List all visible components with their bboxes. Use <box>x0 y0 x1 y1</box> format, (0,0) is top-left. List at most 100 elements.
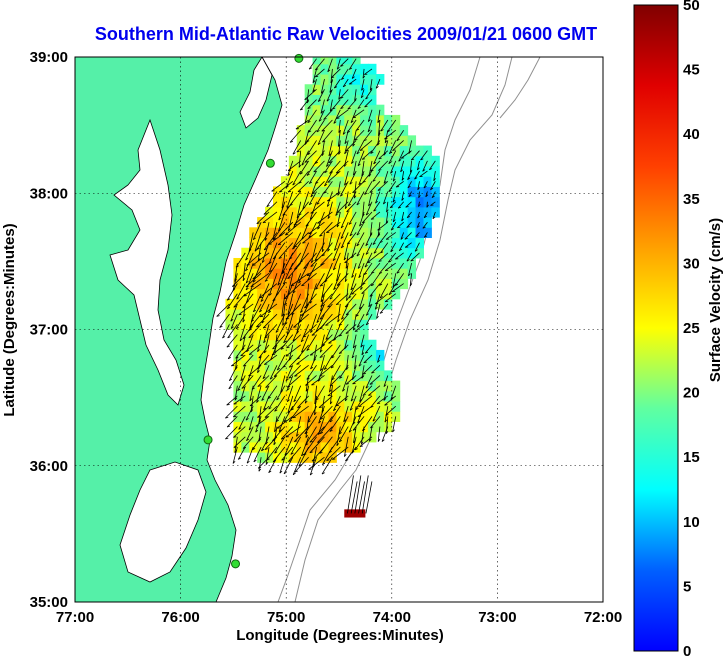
velocity-cell <box>375 206 385 218</box>
velocity-vector <box>409 273 412 286</box>
velocity-vector-head <box>321 295 325 298</box>
velocity-vector <box>308 170 317 184</box>
velocity-vector-head <box>234 450 238 453</box>
velocity-vector-head <box>281 271 285 274</box>
velocity-vector <box>233 426 246 438</box>
velocity-vector-head <box>337 192 340 196</box>
velocity-vector-head <box>298 464 302 467</box>
velocity-vector <box>344 140 349 154</box>
velocity-vector-head <box>227 356 232 360</box>
velocity-cell <box>407 237 417 249</box>
velocity-cell <box>265 401 274 412</box>
velocity-vector-head <box>238 457 242 460</box>
velocity-vector-head <box>315 181 319 185</box>
velocity-vector-head <box>423 215 427 219</box>
velocity-vector-head <box>263 213 267 215</box>
velocity-vector-head <box>341 77 345 80</box>
velocity-cell <box>368 135 377 147</box>
velocity-vector-head <box>366 313 369 316</box>
velocity-vector <box>407 170 412 180</box>
velocity-vector <box>379 283 389 299</box>
velocity-vector <box>319 416 333 434</box>
velocity-vector-head <box>340 65 344 67</box>
velocity-vector-head <box>288 357 292 361</box>
velocity-vector-head <box>300 310 304 313</box>
velocity-vector-head <box>264 279 268 282</box>
velocity-vector-head <box>380 251 384 254</box>
velocity-vector <box>314 68 325 78</box>
velocity-vector-head <box>245 418 249 421</box>
velocity-vector <box>226 283 238 301</box>
velocity-vector <box>378 119 381 136</box>
velocity-vector-head <box>338 151 341 155</box>
velocity-cell <box>273 196 282 208</box>
velocity-vector <box>257 334 262 352</box>
velocity-vector-head <box>392 149 396 151</box>
velocity-vector-head <box>363 139 367 142</box>
velocity-vector-head <box>320 308 323 312</box>
velocity-vector <box>390 242 397 252</box>
velocity-vector-head <box>317 379 321 382</box>
velocity-vector <box>377 181 389 191</box>
velocity-vector <box>256 232 270 250</box>
velocity-vector <box>290 436 302 455</box>
velocity-vector-head <box>354 138 358 141</box>
velocity-vector-head <box>362 372 366 375</box>
velocity-vector-head <box>338 352 343 354</box>
velocity-vector <box>377 426 381 442</box>
x-tick-label: 74:00 <box>373 609 411 626</box>
velocity-vector <box>358 354 365 367</box>
velocity-vector-head <box>362 221 366 224</box>
velocity-vector-head <box>252 280 256 283</box>
velocity-vector-head <box>323 191 327 194</box>
velocity-vector <box>330 68 341 79</box>
velocity-vector <box>319 273 333 287</box>
velocity-vector <box>408 262 412 276</box>
velocity-vector-head <box>347 107 351 110</box>
velocity-vector <box>377 354 381 363</box>
velocity-vector <box>401 171 405 181</box>
velocity-cell <box>312 84 322 95</box>
velocity-vector-head <box>310 212 314 214</box>
velocity-cell <box>249 339 258 351</box>
velocity-vector-head <box>252 448 256 451</box>
velocity-vector-head <box>410 169 413 173</box>
colorbar-label: Surface Velocity (cm/s) <box>707 218 724 382</box>
velocity-vector <box>263 201 278 215</box>
velocity-vector <box>361 344 365 356</box>
velocity-vector-head <box>338 96 341 100</box>
velocity-vector-head <box>309 301 313 304</box>
velocity-vector <box>376 303 381 319</box>
velocity-vector-head <box>284 302 288 306</box>
velocity-vector-head <box>238 427 242 430</box>
velocity-vector-head <box>375 200 379 204</box>
velocity-vector <box>242 324 254 339</box>
velocity-vector-head <box>336 443 340 446</box>
velocity-vector <box>318 395 333 408</box>
velocity-vector-head <box>294 268 298 270</box>
velocity-vector-head <box>288 228 291 232</box>
velocity-vector-head <box>342 389 345 392</box>
velocity-vector <box>394 273 405 286</box>
velocity-vector <box>376 395 389 404</box>
velocity-vector <box>356 191 365 206</box>
velocity-vector <box>337 303 341 323</box>
velocity-vector-head <box>229 378 233 381</box>
velocity-vector <box>328 436 341 453</box>
velocity-vector-head <box>329 420 333 423</box>
velocity-vector-head <box>289 419 293 422</box>
velocity-vector-head <box>311 260 314 263</box>
velocity-vector-head <box>307 278 311 281</box>
velocity-vector-head <box>264 448 268 450</box>
velocity-vector <box>378 262 389 274</box>
velocity-vector-head <box>245 287 249 291</box>
velocity-vector-head <box>241 347 245 351</box>
velocity-vector <box>397 221 404 229</box>
velocity-vector <box>285 365 294 382</box>
sound-water <box>119 461 207 583</box>
velocity-vector <box>405 201 412 208</box>
velocity-vector <box>337 181 341 196</box>
velocity-vector <box>311 181 325 194</box>
velocity-cell <box>336 380 345 392</box>
velocity-vector <box>361 150 373 160</box>
